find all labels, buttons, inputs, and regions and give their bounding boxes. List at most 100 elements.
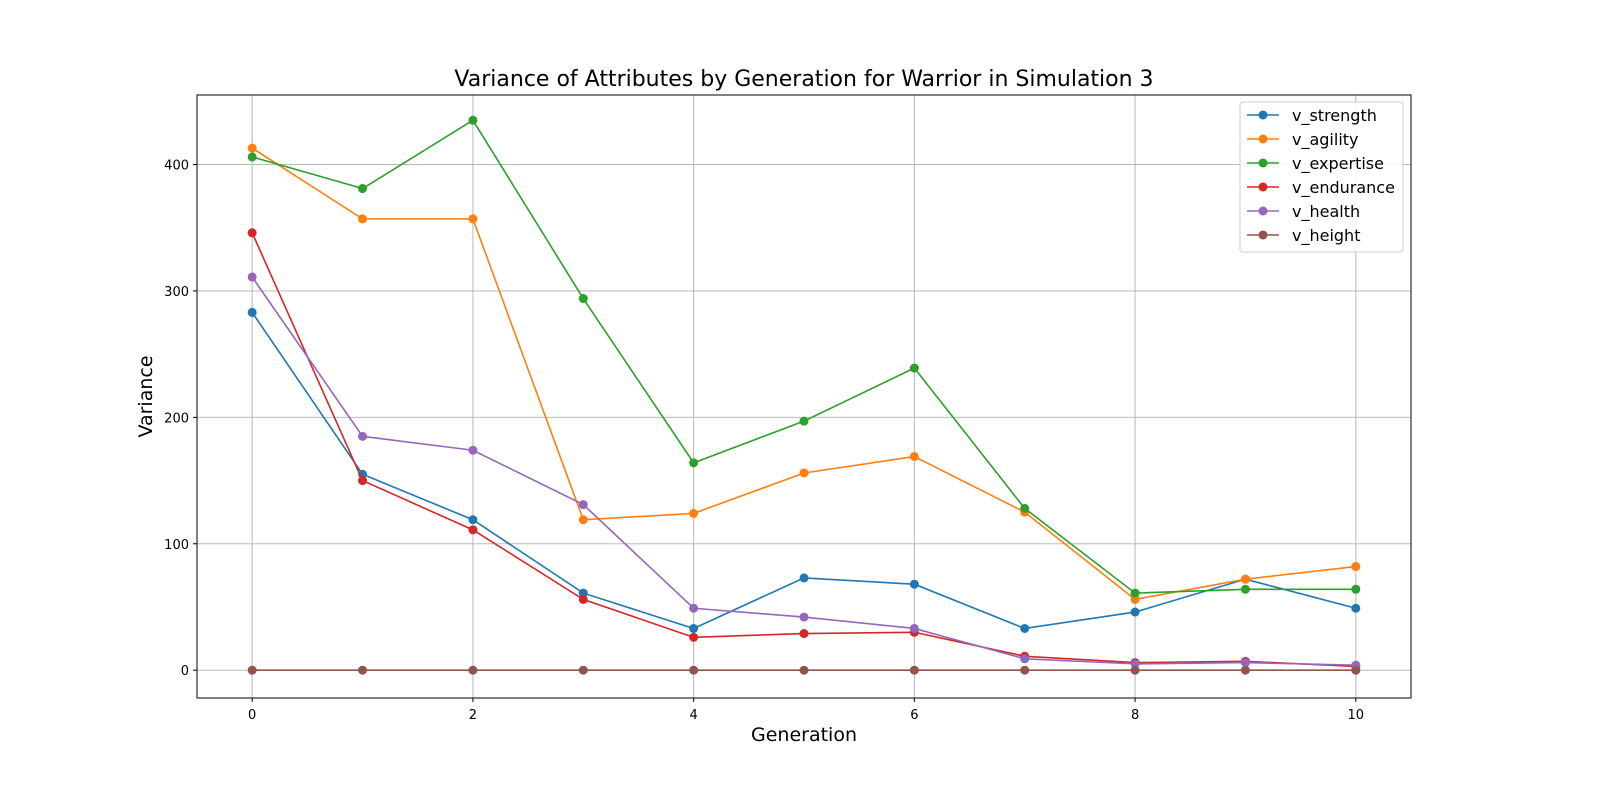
legend-label: v_agility (1292, 130, 1359, 150)
data-point (799, 665, 809, 675)
data-point (689, 603, 699, 613)
y-tick-label: 200 (164, 411, 189, 426)
data-point (799, 629, 809, 639)
data-point (578, 594, 588, 604)
data-point (909, 623, 919, 633)
legend-label: v_expertise (1292, 154, 1384, 174)
data-point (247, 152, 257, 162)
data-point (689, 623, 699, 633)
data-point (689, 632, 699, 642)
data-point (468, 214, 478, 224)
data-point (799, 612, 809, 622)
series-layer (247, 115, 1361, 675)
data-point (799, 416, 809, 426)
series-line (251, 232, 1356, 668)
data-point (247, 307, 257, 317)
legend-item: v_expertise (1247, 154, 1384, 174)
data-point (909, 452, 919, 462)
y-tick-label: 100 (164, 538, 189, 553)
legend-item: v_strength (1247, 106, 1377, 126)
data-point (689, 458, 699, 468)
data-point (909, 665, 919, 675)
data-point (1240, 584, 1250, 594)
x-tick-label: 10 (1348, 708, 1365, 723)
data-point (1240, 658, 1250, 668)
grid-layer (197, 95, 1411, 698)
data-point (468, 515, 478, 525)
data-point (1240, 665, 1250, 675)
legend-swatch-marker (1258, 158, 1268, 168)
legend-item: v_endurance (1247, 178, 1395, 198)
data-point (358, 476, 368, 486)
legend-box (1239, 101, 1404, 253)
legend-swatch-marker (1258, 206, 1268, 216)
data-point (578, 515, 588, 525)
data-point (578, 294, 588, 304)
data-point (468, 115, 478, 125)
data-point (1130, 665, 1140, 675)
data-point (1130, 659, 1140, 669)
data-point (1020, 623, 1030, 633)
legend-label: v_strength (1292, 106, 1377, 126)
x-tick-label: 4 (689, 708, 697, 723)
legend: v_strength v_agility v_expertise v_enduranc… (1239, 101, 1404, 253)
data-point (358, 665, 368, 675)
data-point (799, 573, 809, 583)
data-point (1351, 603, 1361, 613)
data-point (247, 665, 257, 675)
legend-item: v_health (1247, 202, 1360, 222)
y-tick-label: 0 (181, 664, 189, 679)
data-point (1130, 594, 1140, 604)
data-point (578, 665, 588, 675)
data-point (1351, 562, 1361, 572)
legend-swatch-marker (1258, 230, 1268, 240)
data-point (578, 500, 588, 510)
data-point (909, 579, 919, 589)
data-point (247, 272, 257, 282)
data-point (1130, 588, 1140, 598)
y-axis-label: Variance (135, 355, 157, 437)
legend-swatch-marker (1258, 134, 1268, 144)
x-tick-label: 0 (248, 708, 256, 723)
legend-label: v_height (1292, 226, 1360, 246)
data-point (358, 184, 368, 194)
data-point (247, 228, 257, 238)
series-line (251, 119, 1356, 594)
data-point (909, 363, 919, 373)
legend-item: v_height (1247, 226, 1360, 246)
x-tick-label: 8 (1131, 708, 1139, 723)
data-point (1351, 584, 1361, 594)
data-point (358, 214, 368, 224)
data-point (247, 143, 257, 153)
data-point (689, 508, 699, 518)
y-tick-label: 400 (164, 159, 189, 174)
data-point (1351, 665, 1361, 675)
data-point (689, 665, 699, 675)
data-point (1130, 607, 1140, 617)
legend-swatch-marker (1258, 110, 1268, 120)
x-tick-label: 2 (469, 708, 477, 723)
plot-frame (196, 94, 1412, 699)
x-axis-label: Generation (751, 724, 857, 746)
legend-item: v_agility (1247, 130, 1359, 150)
data-point (468, 445, 478, 455)
data-point (1020, 654, 1030, 664)
series-v_endurance (247, 228, 1361, 671)
series-v_height (247, 665, 1361, 675)
data-point (468, 665, 478, 675)
data-point (1020, 503, 1030, 513)
data-point (358, 431, 368, 441)
legend-label: v_endurance (1292, 178, 1395, 198)
series-v_strength (247, 307, 1361, 633)
series-line (251, 147, 1356, 601)
data-point (799, 468, 809, 478)
data-point (578, 588, 588, 598)
data-point (1020, 665, 1030, 675)
y-tick-label: 300 (164, 285, 189, 300)
series-v_agility (247, 143, 1361, 604)
chart-title: Variance of Attributes by Generation for… (454, 67, 1153, 92)
legend-label: v_health (1292, 202, 1360, 222)
data-point (1240, 574, 1250, 584)
